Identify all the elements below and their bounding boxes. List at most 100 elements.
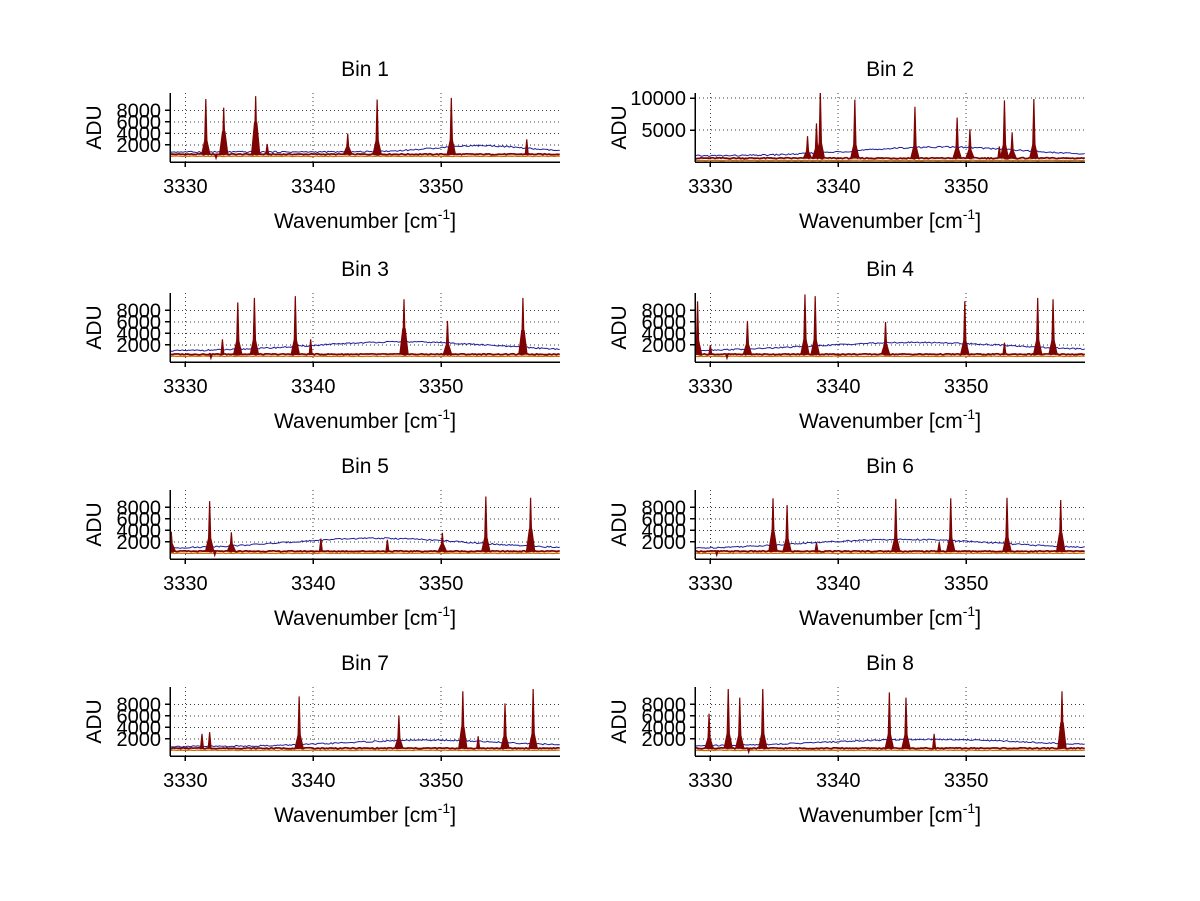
- peak: [318, 538, 323, 552]
- peak: [1058, 500, 1063, 552]
- subplot-title: Bin 3: [341, 258, 389, 281]
- axes: [165, 687, 560, 761]
- plot-area: [170, 96, 560, 161]
- peak: [531, 688, 536, 749]
- baseline-dip: [214, 154, 218, 161]
- series-lower-envelope: [170, 552, 560, 555]
- x-tick-label: 3350: [944, 376, 989, 398]
- x-axis-label: Wavenumber [cm-1]: [799, 406, 981, 433]
- y-tick-label: 8000: [642, 300, 687, 322]
- peak: [813, 296, 818, 355]
- peak: [385, 539, 390, 552]
- series-upper-envelope: [170, 537, 560, 549]
- peak: [726, 688, 731, 749]
- y-axis-label: ADU: [83, 305, 106, 349]
- y-tick-label: 2000: [117, 135, 162, 157]
- peak: [476, 736, 481, 749]
- peak: [199, 733, 205, 749]
- y-tick-label: 2000: [117, 335, 162, 357]
- y-axis-label: ADU: [83, 105, 106, 149]
- x-axis-label-end: ]: [450, 607, 456, 630]
- axes: [690, 687, 1085, 761]
- grid: [170, 293, 560, 362]
- peak: [932, 733, 937, 749]
- y-tick-label: 4000: [117, 323, 162, 345]
- y-axis-label: ADU: [608, 305, 631, 349]
- peak: [449, 97, 454, 155]
- series-max-spectrum: [170, 746, 560, 750]
- grid: [695, 687, 1085, 756]
- peak: [1059, 691, 1065, 749]
- series-max-spectrum: [695, 549, 1085, 553]
- subplot-bin-2: Bin 2 5000 10000 3330 3340 3350 ADU Wavenumber …: [608, 58, 1085, 233]
- x-axis-label-end: ]: [975, 804, 981, 827]
- peak: [785, 505, 790, 552]
- x-axis-label-superscript: -1: [963, 406, 976, 422]
- y-tick-label: 5000: [642, 120, 687, 142]
- peak: [1035, 297, 1040, 355]
- y-axis-label: ADU: [608, 502, 631, 546]
- series-lower-envelope: [695, 552, 1085, 555]
- peak: [221, 107, 226, 155]
- axes: [690, 490, 1085, 564]
- x-tick-label: 3350: [419, 770, 464, 792]
- axes: [165, 93, 560, 167]
- peak: [962, 301, 967, 355]
- y-tick-label: 6000: [117, 112, 162, 134]
- baseline-dip: [209, 354, 213, 361]
- y-tick-label: 8000: [117, 300, 162, 322]
- x-axis-label: Wavenumber [cm-1]: [274, 406, 456, 433]
- peak: [293, 296, 298, 355]
- x-tick-label: 3330: [163, 770, 208, 792]
- x-tick-label: 3350: [944, 573, 989, 595]
- y-axis-label: ADU: [83, 502, 106, 546]
- baseline-dip: [212, 551, 217, 558]
- y-tick-label: 4000: [642, 717, 687, 739]
- subplot-title: Bin 8: [866, 652, 914, 675]
- grid: [170, 687, 560, 756]
- peak: [1051, 299, 1056, 355]
- y-tick-label: 8000: [117, 694, 162, 716]
- y-tick-label: 4000: [117, 717, 162, 739]
- x-axis-label-end: ]: [450, 804, 456, 827]
- peak: [375, 99, 380, 155]
- series-lower-envelope: [695, 749, 1085, 752]
- peak: [955, 117, 960, 159]
- x-axis-label-end: ]: [975, 607, 981, 630]
- y-tick-label: 2000: [642, 335, 687, 357]
- x-axis-label-superscript: -1: [438, 800, 451, 816]
- x-axis-label-main: Wavenumber [cm: [274, 410, 438, 433]
- y-tick-label: 8000: [117, 497, 162, 519]
- series-upper-envelope: [170, 340, 560, 352]
- axes: [165, 293, 560, 367]
- y-axis-label: ADU: [608, 105, 631, 149]
- x-tick-label: 3330: [688, 376, 733, 398]
- x-tick-label: 3340: [291, 770, 336, 792]
- x-axis-label-end: ]: [975, 410, 981, 433]
- x-tick-label: 3330: [688, 770, 733, 792]
- peak: [967, 129, 972, 159]
- x-axis-label-superscript: -1: [438, 406, 451, 422]
- axes: [690, 293, 1085, 367]
- x-axis-label: Wavenumber [cm-1]: [274, 603, 456, 630]
- x-axis-label: Wavenumber [cm-1]: [274, 800, 456, 827]
- peak: [802, 294, 807, 355]
- y-axis-label: ADU: [83, 699, 106, 743]
- peak: [1031, 99, 1036, 159]
- peak: [229, 532, 234, 552]
- peak: [948, 498, 953, 552]
- baseline-dip: [714, 551, 719, 558]
- series-upper-envelope: [695, 538, 1085, 549]
- x-axis-label-superscript: -1: [438, 206, 451, 222]
- peak: [708, 344, 713, 355]
- plot-area: [170, 688, 560, 752]
- peak: [445, 320, 450, 355]
- peak: [883, 321, 888, 355]
- x-tick-label: 3330: [163, 176, 208, 198]
- peak: [1002, 342, 1007, 355]
- plot-area: [695, 294, 1085, 361]
- x-tick-label: 3330: [688, 573, 733, 595]
